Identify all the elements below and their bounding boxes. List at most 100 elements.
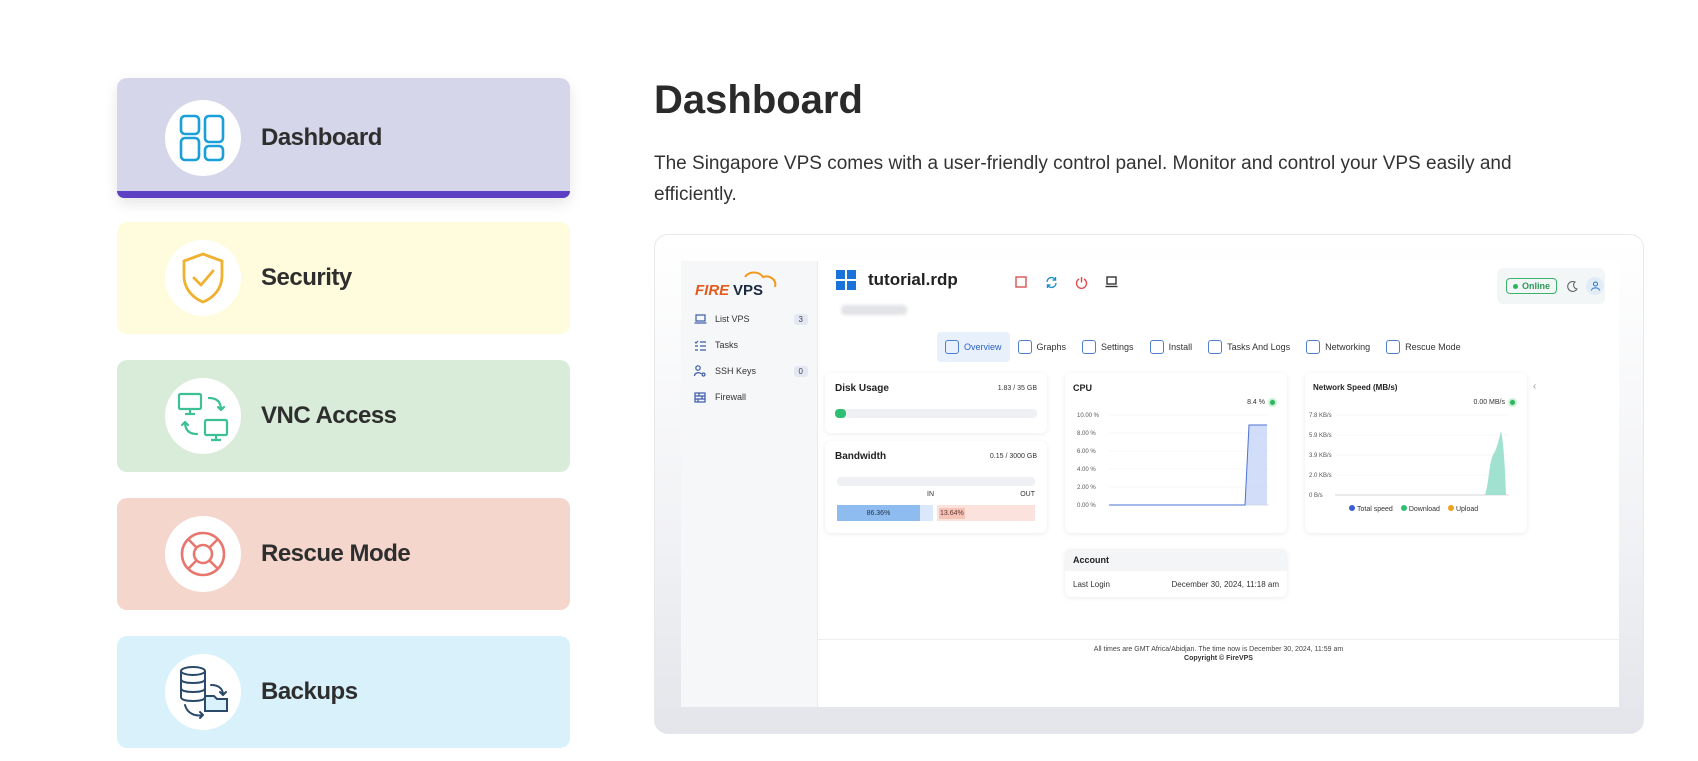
axis-tick-label: 5.9 KB/s	[1309, 433, 1332, 439]
key-user-icon	[693, 365, 707, 377]
sidebar-item-label: Tasks	[715, 340, 739, 350]
axis-tick-label: 6.00 %	[1077, 449, 1096, 455]
tab-install[interactable]: Install	[1142, 332, 1201, 362]
network-current: 0.00 MB/s	[1473, 399, 1505, 406]
network-chart: 7.8 KB/s 5.9 KB/s 3.9 KB/s 2.0 KB/s 0 B/s	[1309, 413, 1509, 499]
lifebuoy-icon	[180, 531, 226, 577]
footer-times: All times are GMT Africa/Abidjan. The ti…	[1093, 646, 1344, 653]
bandwidth-in-fill: 86.36%	[837, 505, 920, 521]
database-backup-icon	[180, 666, 228, 719]
feature-rescue-mode[interactable]: Rescue Mode	[117, 498, 570, 610]
settings-icon	[1082, 340, 1097, 354]
laptop-icon	[693, 313, 707, 325]
feature-vnc-access[interactable]: VNC Access	[117, 360, 570, 472]
legend-label: Download	[1408, 506, 1440, 513]
network-legend: Total speed Download Upload	[1349, 505, 1478, 513]
feature-security[interactable]: Security	[117, 222, 570, 334]
feature-icon-circle	[165, 516, 241, 592]
cpu-current: 8.4 %	[1247, 399, 1265, 406]
server-name: tutorial.rdp	[868, 270, 958, 289]
cpu-card: CPU 8.4 % 10.00 % 8.00 % 6.00 % 4.00 % 2.00 …	[1065, 373, 1287, 533]
chevron-left-icon[interactable]: ‹	[1533, 381, 1537, 392]
screenshot-frame: FIRE VPS List VPS 3 Tasks SSH Keys 0	[654, 234, 1644, 734]
network-title: Network Speed (MB/s)	[1313, 383, 1398, 392]
network-live-dot	[1508, 398, 1517, 407]
legend-download: Download	[1400, 505, 1440, 513]
feature-list: Dashboard Security	[117, 78, 570, 761]
stop-button[interactable]	[1011, 272, 1031, 292]
network-area	[1485, 431, 1506, 495]
bandwidth-track	[837, 477, 1035, 486]
power-button[interactable]	[1071, 272, 1091, 292]
legend-upload: Upload	[1447, 505, 1478, 513]
footer-divider	[818, 639, 1619, 640]
tab-overview[interactable]: Overview	[937, 332, 1010, 362]
server-title: tutorial.rdp	[836, 270, 958, 290]
feature-icon-circle	[165, 654, 241, 730]
sidebar-item-label: SSH Keys	[715, 366, 757, 376]
logo-text-vps: VPS	[733, 282, 763, 299]
section-description: The Singapore VPS comes with a user-frie…	[654, 153, 1512, 205]
cpu-line	[1109, 424, 1267, 506]
console-icon	[1105, 276, 1117, 288]
axis-tick-label: 3.9 KB/s	[1309, 453, 1332, 459]
network-speed-card: Network Speed (MB/s) 0.00 MB/s 7.8 KB/s 5…	[1305, 373, 1527, 533]
cpu-title: CPU	[1073, 383, 1093, 393]
legend-total: Total speed	[1349, 505, 1393, 513]
bandwidth-in-track: 86.36%	[837, 505, 933, 521]
tab-graphs[interactable]: Graphs	[1010, 332, 1075, 362]
shield-check-icon	[182, 252, 224, 304]
feature-icon-circle	[165, 378, 241, 454]
bandwidth-value: 0.15 / 3000 GB	[989, 453, 1037, 460]
last-login-value: December 30, 2024, 11:18 am	[1171, 580, 1279, 589]
feature-dashboard[interactable]: Dashboard	[117, 78, 570, 198]
cpu-chart: 10.00 % 8.00 % 6.00 % 4.00 % 2.00 % 0.00 %	[1077, 413, 1269, 509]
bandwidth-card: Bandwidth 0.15 / 3000 GB IN OUT 86.36% 1…	[825, 441, 1047, 533]
bandwidth-out-label: OUT	[1020, 491, 1035, 498]
cpu-area	[1245, 425, 1267, 505]
panel-tabs: Overview Graphs Settings Install Tasks A…	[937, 332, 1469, 362]
tab-rescue-mode[interactable]: Rescue Mode	[1378, 332, 1469, 362]
axis-tick-label: 8.00 %	[1077, 431, 1096, 437]
feature-icon-circle	[165, 240, 241, 316]
firevps-logo: FIRE VPS	[695, 271, 781, 306]
feature-label: Rescue Mode	[261, 540, 411, 567]
sidebar-item-list-vps[interactable]: List VPS 3	[693, 313, 808, 325]
account-card: Account Last Login December 30, 2024, 11…	[1065, 549, 1287, 597]
console-button[interactable]	[1101, 272, 1121, 292]
axis-tick-label: 2.00 %	[1077, 485, 1096, 491]
feature-label: Backups	[261, 678, 358, 705]
sidebar-item-tasks[interactable]: Tasks	[693, 339, 808, 351]
status-box: Online	[1497, 268, 1605, 304]
sidebar-badge: 0	[793, 365, 808, 377]
disk-usage-title: Disk Usage	[835, 383, 889, 394]
disk-usage-value: 1.83 / 35 GB	[997, 385, 1037, 392]
bandwidth-out-bar: 13.64%	[937, 505, 1035, 521]
stop-icon	[1015, 276, 1027, 288]
graph-icon	[1017, 340, 1032, 354]
axis-tick-label: 7.8 KB/s	[1309, 413, 1332, 419]
feature-backups[interactable]: Backups	[117, 636, 570, 748]
restart-button[interactable]	[1041, 272, 1061, 292]
install-icon	[1149, 340, 1164, 354]
tab-settings[interactable]: Settings	[1074, 332, 1142, 362]
disk-usage-bar	[835, 409, 1037, 418]
dashboard-grid-icon	[179, 114, 225, 162]
moon-icon[interactable]	[1567, 280, 1578, 292]
panel-sidebar: FIRE VPS List VPS 3 Tasks SSH Keys 0	[681, 261, 818, 707]
feature-label: Security	[261, 264, 352, 291]
sidebar-item-firewall[interactable]: Firewall	[693, 391, 808, 403]
tab-label: Install	[1168, 342, 1193, 352]
rescue-icon	[1386, 340, 1401, 354]
sidebar-item-ssh-keys[interactable]: SSH Keys 0	[693, 365, 808, 377]
tab-networking[interactable]: Networking	[1298, 332, 1378, 362]
tab-tasks-and-logs[interactable]: Tasks And Logs	[1200, 332, 1298, 362]
tab-label: Rescue Mode	[1405, 342, 1461, 352]
user-icon[interactable]	[1586, 277, 1605, 295]
windows-logo-icon	[836, 270, 856, 290]
axis-tick-label: 0.00 %	[1077, 503, 1096, 509]
sidebar-item-label: Firewall	[715, 392, 747, 402]
blurred-ip-address	[841, 305, 907, 315]
tab-label: Tasks And Logs	[1227, 342, 1291, 352]
